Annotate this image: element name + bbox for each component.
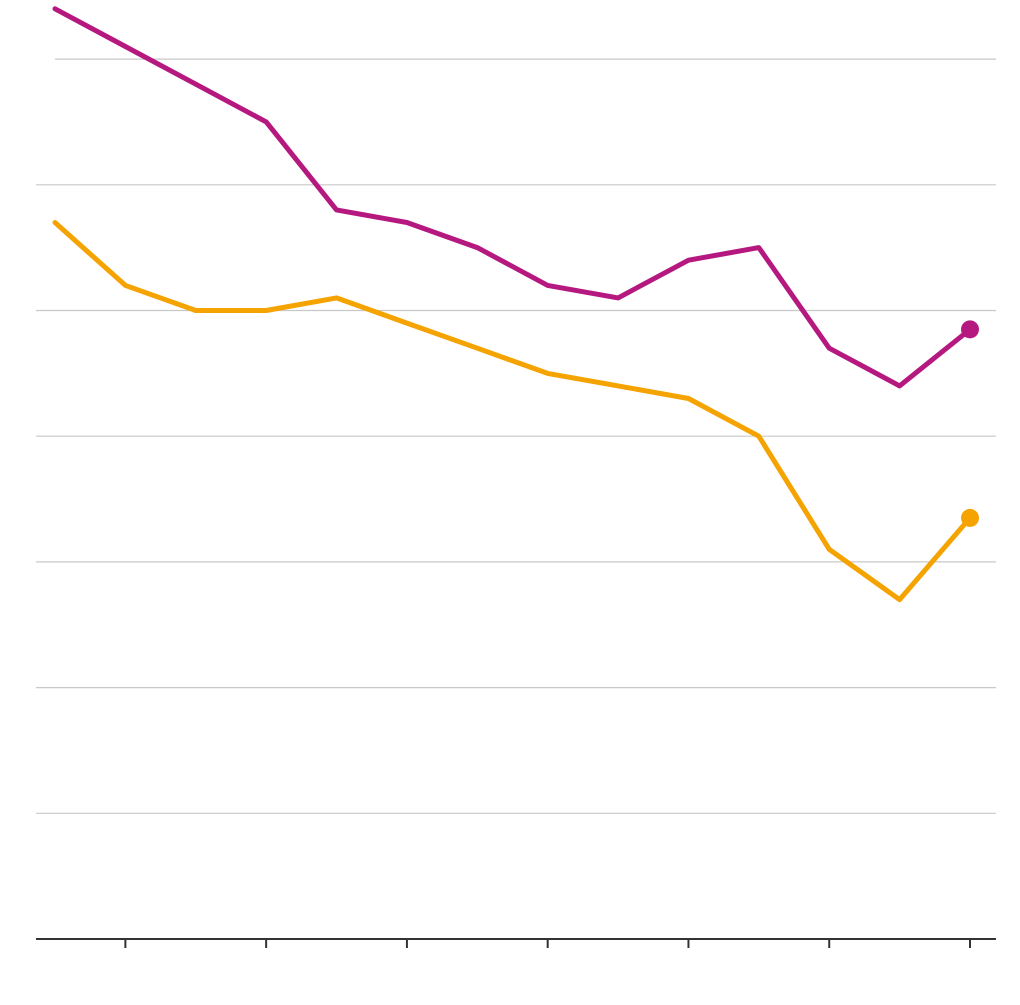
series-end-marker bbox=[961, 320, 979, 339]
series-layer bbox=[52, 6, 979, 603]
series-line-2 bbox=[52, 220, 973, 603]
series-end-marker bbox=[961, 508, 979, 527]
x-axis bbox=[36, 938, 996, 948]
series-line-1 bbox=[52, 6, 973, 389]
grid-layer bbox=[36, 58, 996, 814]
